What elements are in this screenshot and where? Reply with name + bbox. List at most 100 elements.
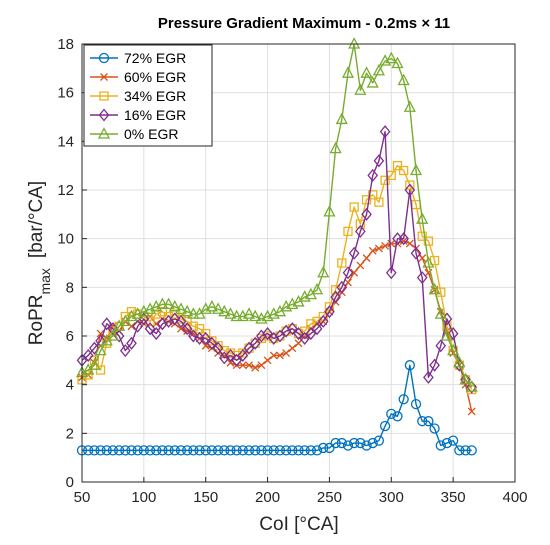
data-point	[342, 266, 354, 280]
data-point	[381, 242, 390, 250]
data-point	[392, 161, 403, 171]
data-point	[373, 435, 385, 446]
data-point	[361, 440, 372, 451]
data-point	[343, 226, 353, 237]
data-point	[311, 322, 323, 336]
data-point	[423, 416, 434, 427]
data-point	[101, 317, 113, 331]
data-point	[200, 445, 211, 456]
data-point	[428, 282, 441, 295]
data-point	[181, 322, 193, 336]
data-point	[205, 299, 218, 312]
data-point	[355, 219, 366, 229]
data-point	[324, 305, 335, 319]
data-point	[447, 435, 459, 446]
data-point	[380, 175, 390, 185]
legend-marker	[100, 73, 108, 81]
data-point	[245, 361, 253, 370]
data-point	[330, 437, 341, 449]
data-point	[305, 445, 317, 456]
data-point	[95, 365, 106, 375]
data-point	[89, 341, 100, 355]
data-point	[231, 445, 242, 456]
ticks: 50 100 150 200 250 300 350 400 0 2 4 6 8 10 12 14 16 18	[57, 36, 527, 506]
data-point	[170, 309, 180, 319]
data-point	[299, 331, 311, 345]
legend-marker	[99, 91, 109, 101]
data-point	[330, 290, 341, 304]
data-point	[305, 327, 317, 341]
data-point	[162, 297, 175, 310]
data-point	[126, 445, 137, 456]
y-tick-label: 6	[66, 328, 74, 345]
data-point	[151, 445, 162, 456]
data-point	[337, 258, 347, 268]
data-point	[175, 314, 187, 328]
data-point	[392, 411, 403, 422]
legend-entry: 72% EGR	[90, 50, 186, 66]
data-point	[324, 442, 335, 454]
data-point	[360, 66, 373, 78]
data-point	[405, 239, 414, 248]
y-tick-label: 2	[66, 425, 74, 442]
data-point	[157, 445, 168, 456]
data-point	[361, 207, 372, 221]
data-point	[379, 420, 391, 432]
data-point	[453, 355, 466, 368]
data-point	[169, 312, 181, 326]
series-4	[75, 37, 478, 392]
x-tick-label: 100	[131, 489, 156, 506]
data-point	[418, 254, 427, 263]
data-point	[441, 312, 453, 326]
series-line	[82, 364, 472, 452]
data-point	[294, 339, 303, 348]
data-point	[288, 344, 297, 353]
legend-label: 16% EGR	[124, 107, 186, 123]
data-point	[101, 445, 112, 456]
data-point	[144, 445, 156, 456]
data-point	[282, 349, 291, 357]
data-point	[348, 37, 361, 49]
data-point	[106, 329, 120, 341]
data-point	[89, 445, 100, 456]
data-point	[163, 445, 174, 456]
data-point	[417, 231, 427, 241]
data-point	[355, 224, 366, 238]
data-point	[174, 302, 188, 314]
data-point	[188, 329, 199, 343]
legend-entry: 60% EGR	[90, 69, 186, 85]
data-point	[88, 358, 101, 370]
data-point	[460, 373, 471, 387]
data-point	[212, 341, 224, 355]
data-point	[410, 246, 422, 260]
data-point	[268, 445, 279, 456]
data-point	[374, 197, 384, 207]
data-point	[379, 125, 391, 139]
data-point	[348, 246, 360, 260]
data-point	[182, 445, 193, 456]
data-point	[403, 100, 416, 112]
legend-label: 60% EGR	[124, 69, 186, 85]
data-point	[188, 445, 199, 456]
y-axis-title-sub: max	[37, 268, 53, 294]
legend-label: 72% EGR	[124, 50, 186, 66]
data-point	[120, 445, 131, 456]
data-point	[423, 236, 434, 246]
data-point	[317, 314, 329, 328]
data-point	[409, 163, 423, 176]
x-tick-label: 400	[502, 489, 527, 506]
data-point	[366, 76, 379, 88]
legend-label: 34% EGR	[124, 88, 186, 104]
data-point	[225, 348, 236, 362]
data-point	[459, 372, 472, 385]
data-point	[113, 329, 125, 343]
data-point	[460, 445, 471, 456]
data-point	[429, 358, 440, 372]
y-tick-label: 8	[66, 279, 74, 296]
data-point	[113, 445, 125, 456]
data-point	[293, 327, 304, 341]
data-point	[263, 356, 272, 365]
data-point	[249, 309, 262, 322]
data-point	[341, 66, 355, 78]
data-point	[187, 307, 200, 319]
